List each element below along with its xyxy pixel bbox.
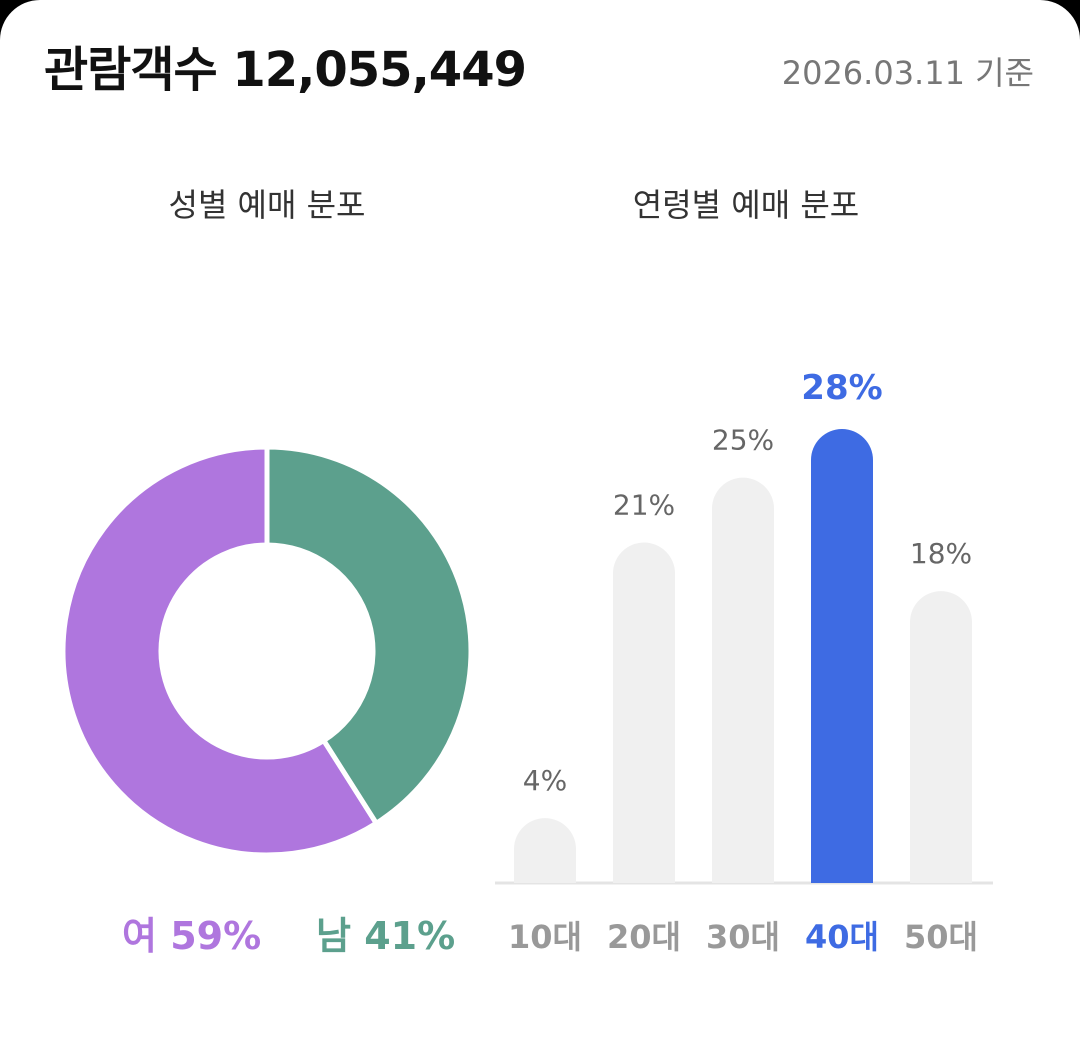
reference-date: 2026.03.11 기준 [781, 54, 1034, 92]
bar-20대 [613, 542, 675, 883]
bar-value-label: 18% [910, 537, 972, 570]
bar-value-label: 21% [613, 489, 675, 522]
bar-category-label: 10대 [508, 918, 582, 956]
legend-female: 여 59% [122, 914, 262, 958]
bar-value-label: 4% [523, 764, 567, 797]
legend-male: 남 41% [316, 914, 456, 958]
donut-segment-female [60, 444, 380, 858]
gender-chart-title: 성별 예매 분포 [168, 186, 366, 224]
bar-50대 [910, 591, 972, 883]
bar-10대 [514, 818, 576, 883]
bar-value-label: 25% [712, 424, 774, 457]
age-chart-title: 연령별 예매 분포 [632, 186, 860, 224]
bar-category-label: 50대 [904, 918, 978, 956]
bar-category-label: 20대 [607, 918, 681, 956]
bar-30대 [712, 477, 774, 883]
bar-category-label: 40대 [805, 918, 879, 956]
audience-count-title: 관람객수 12,055,449 [44, 42, 527, 98]
donut-segment-male [264, 444, 474, 827]
bar-category-label: 30대 [706, 918, 780, 956]
bar-value-label: 28% [801, 368, 882, 408]
bar-40대 [811, 429, 873, 883]
